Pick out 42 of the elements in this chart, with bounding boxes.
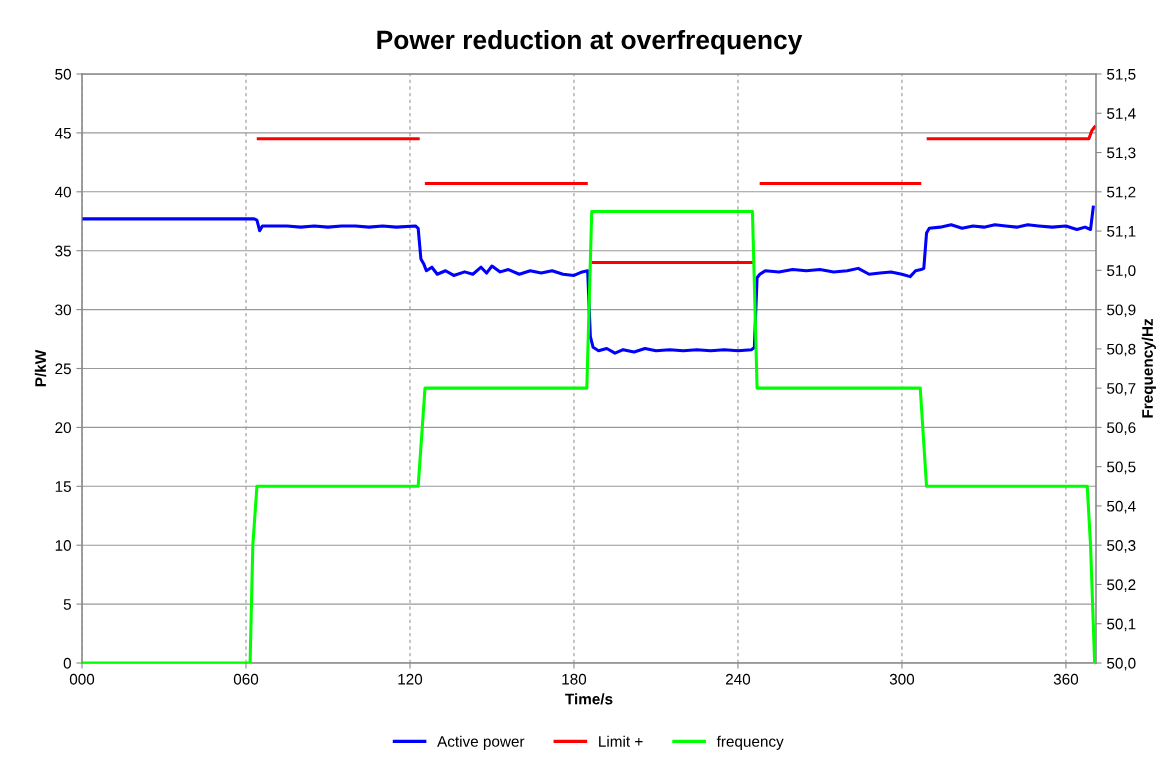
y2-tick-label: 51,2	[1107, 186, 1136, 200]
y-tick-label: 35	[55, 245, 71, 257]
y-tick-label: 50	[55, 68, 71, 80]
y2-tick-label: 50,4	[1107, 500, 1136, 514]
x-tick-label: 300	[889, 673, 915, 685]
y2-tick-label: 50,7	[1107, 383, 1136, 396]
y2-tick-label: 50,3	[1107, 540, 1136, 553]
line-series	[82, 205, 1095, 355]
y-tick-label: 10	[55, 540, 71, 551]
y2-tick-label: 51,0	[1107, 265, 1136, 278]
legend-label: Limit +	[599, 735, 643, 747]
y2-tick-label: 50,1	[1107, 618, 1136, 632]
y-tick-label: 20	[55, 422, 71, 434]
y2-tick-label: 50,0	[1107, 657, 1136, 671]
x-tick-label: 240	[725, 673, 751, 685]
y-tick-label: 15	[55, 481, 71, 492]
y-tick-label: 25	[55, 363, 71, 375]
y2-tick-label: 51,1	[1107, 226, 1136, 239]
y2-tick-label: 51,4	[1107, 108, 1136, 121]
y-tick-label: 45	[54, 127, 71, 139]
x-tick-label: 120	[398, 673, 423, 685]
y2-tick-label: 50,9	[1107, 304, 1136, 318]
x-axis-title: Time/s	[565, 693, 613, 705]
x-tick-label: 180	[562, 673, 587, 685]
y-axis-title: P/kW	[34, 349, 47, 387]
x-tick-label: 060	[233, 673, 259, 685]
y2-tick-label: 50,8	[1107, 343, 1136, 357]
chart-title: Power reduction at overfrequency	[377, 29, 803, 55]
y2-axis-title: Frequency/Hz	[1141, 318, 1156, 418]
x-tick-label: 360	[1053, 673, 1079, 685]
y2-tick-label: 51,5	[1107, 69, 1136, 82]
y-tick-label: 0	[63, 657, 71, 669]
y2-tick-label: 50,5	[1107, 461, 1136, 475]
x-tick-label: 000	[69, 673, 95, 685]
y2-tick-label: 50,6	[1107, 422, 1136, 435]
y2-tick-label: 51,3	[1107, 147, 1136, 161]
y2-tick-label: 50,2	[1107, 579, 1136, 592]
y-tick-label: 30	[55, 304, 71, 316]
legend-label: Active power	[437, 735, 525, 750]
y-tick-label: 40	[54, 186, 71, 198]
legend-label: frequency	[716, 735, 784, 750]
y-tick-label: 5	[63, 599, 71, 610]
